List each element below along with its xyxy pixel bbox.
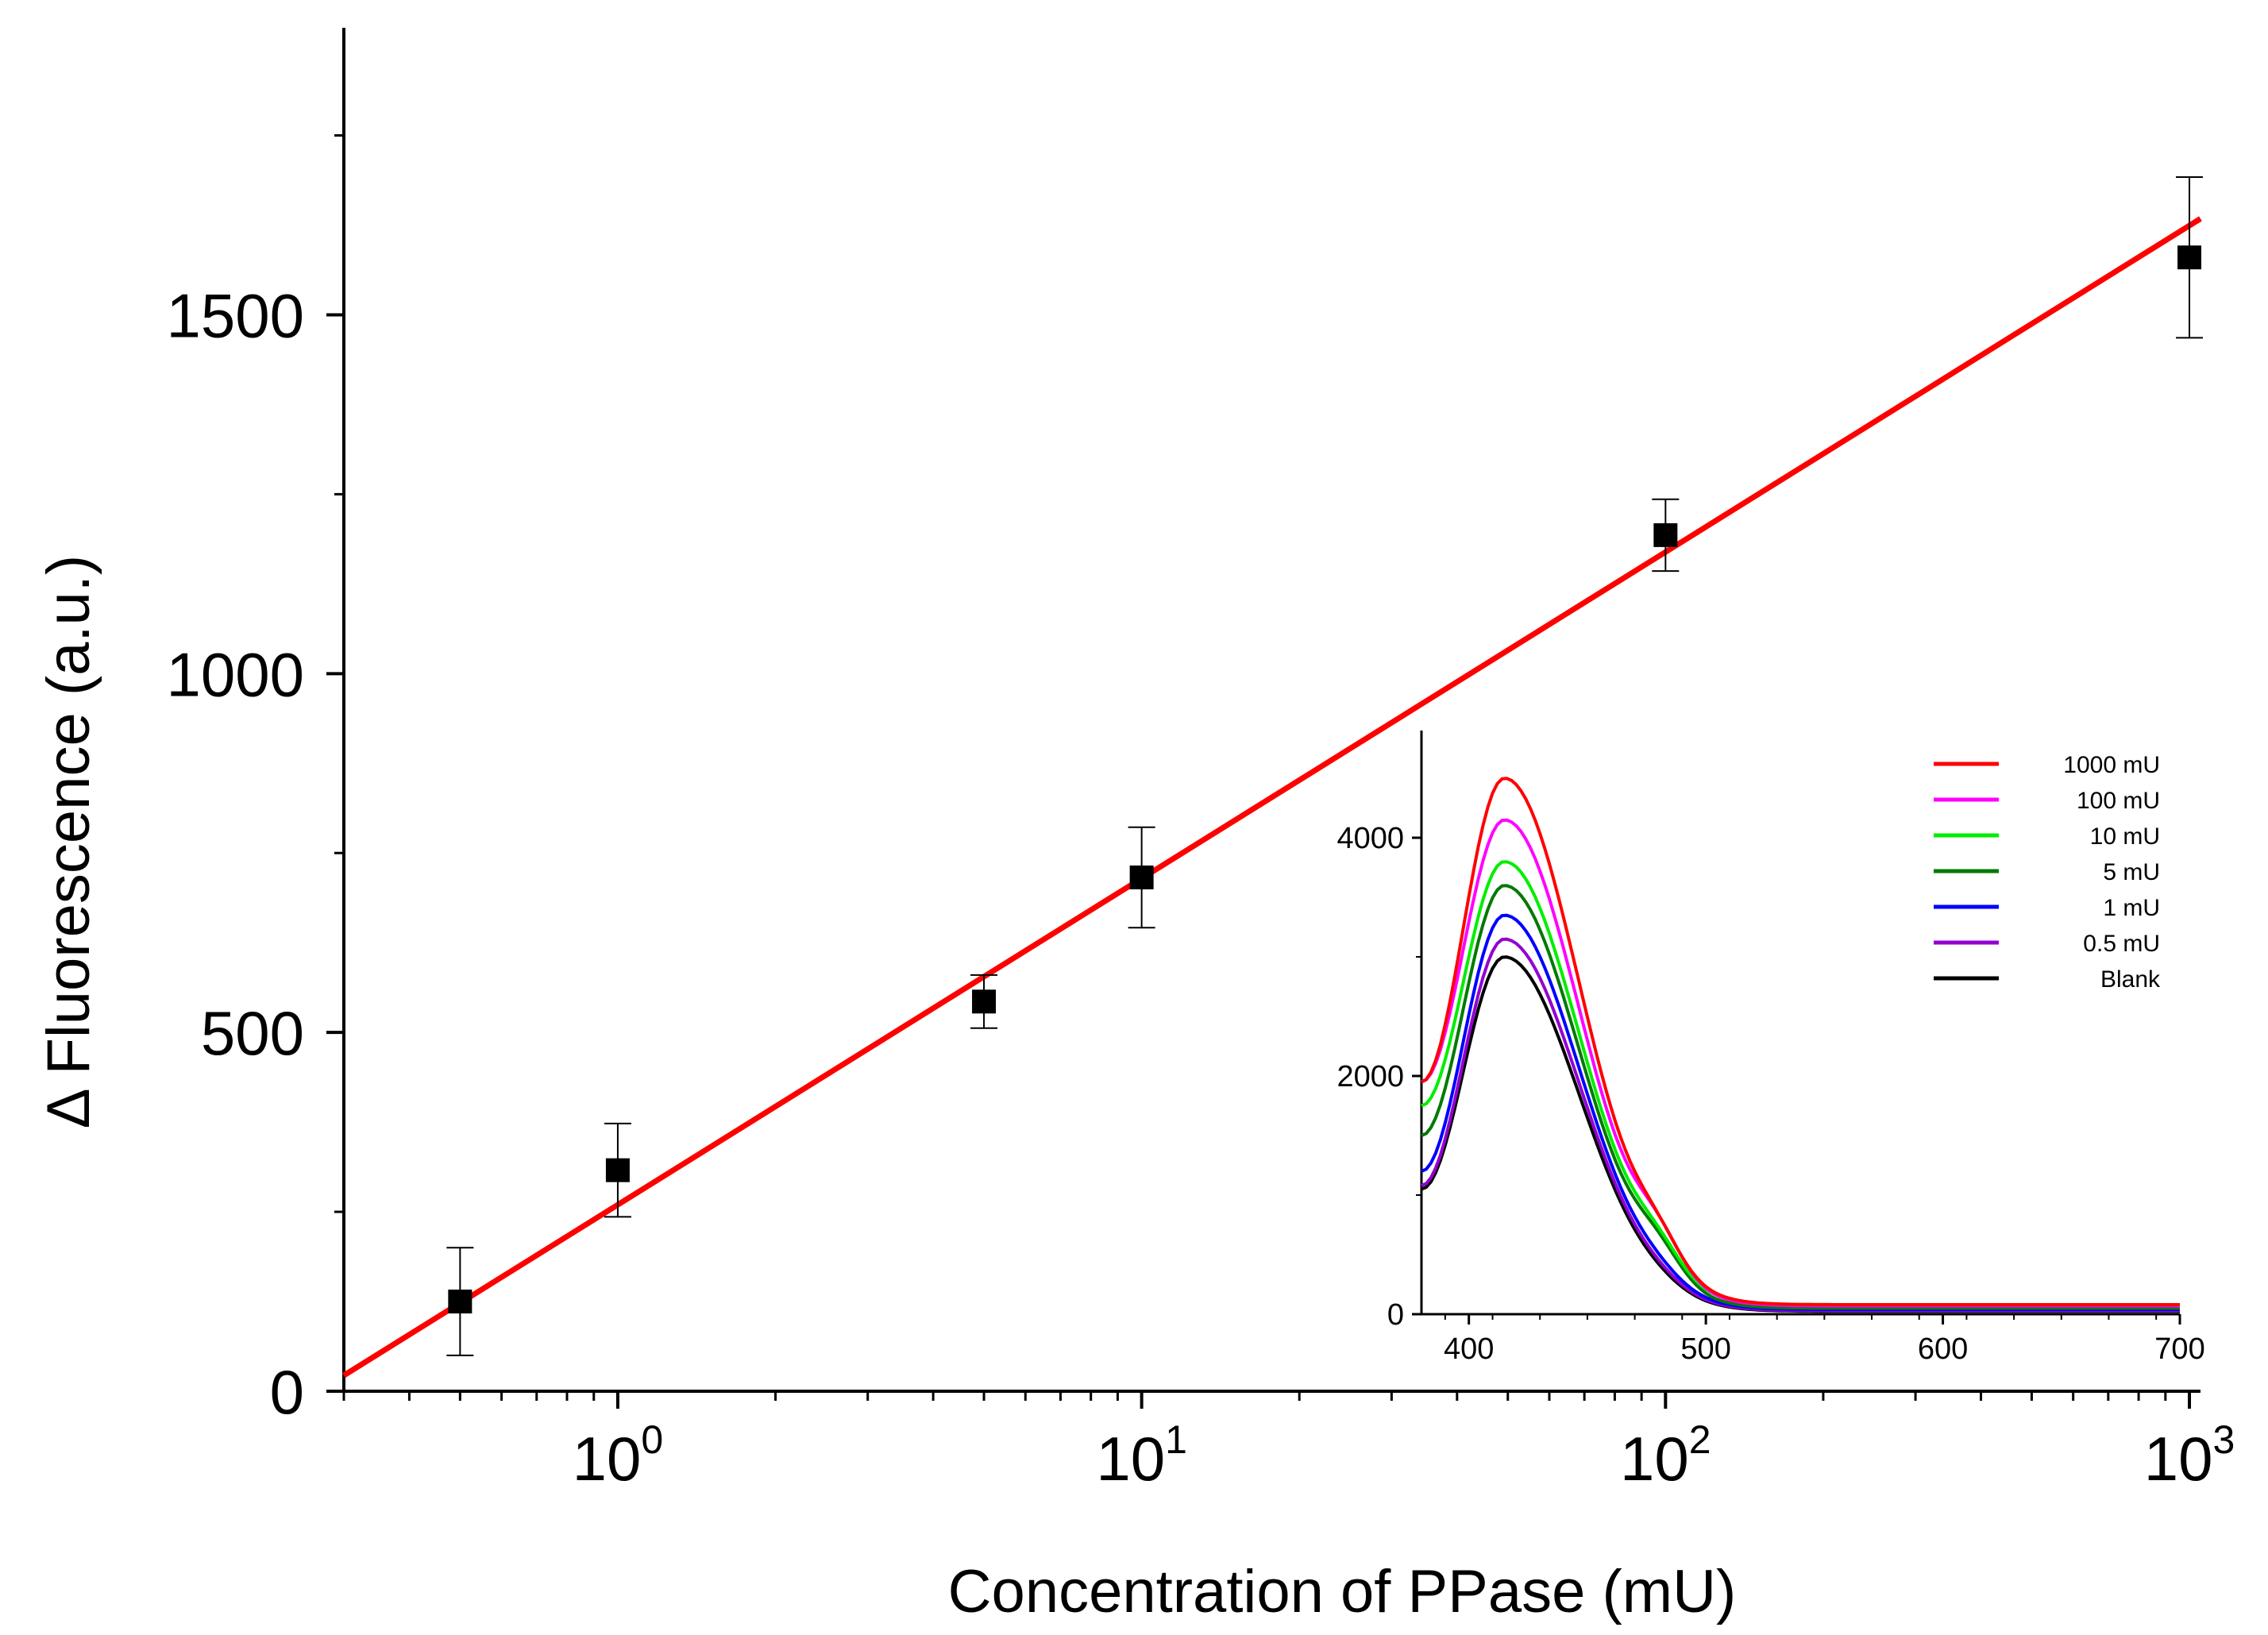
x-tick-label: 102 <box>1620 1417 1711 1494</box>
spectrum-line <box>1421 818 2180 1308</box>
y-tick-label: 1500 <box>166 280 304 350</box>
x-tick-label: 103 <box>2144 1417 2235 1494</box>
spectrum-line <box>1421 955 2180 1313</box>
legend-label: 5 mU <box>2103 859 2160 885</box>
legend-label: 1 mU <box>2103 895 2160 921</box>
y-tick-label: 1000 <box>166 639 304 709</box>
spectrum-line <box>1421 913 2180 1311</box>
y-tick-label: 0 <box>270 1357 304 1427</box>
legend-label: 1000 mU <box>2063 752 2160 778</box>
x-tick-label: 100 <box>573 1417 664 1494</box>
data-point <box>2177 245 2202 270</box>
spectrum-line <box>1421 860 2180 1306</box>
legend-label: Blank <box>2100 966 2161 993</box>
data-point <box>1653 523 1678 547</box>
main-plot: 0 500 1000 1500 100 101 102 103 <box>166 28 2235 1494</box>
inset-x-tick-label: 700 <box>2154 1332 2204 1366</box>
data-point <box>448 1290 472 1314</box>
y-tick-label: 500 <box>201 998 304 1068</box>
spectrum-line <box>1421 777 2180 1306</box>
spectrum-line <box>1421 884 2180 1310</box>
data-point <box>1129 865 1154 889</box>
linear-fit-line <box>342 216 2202 1379</box>
inset-x-tick-label: 500 <box>1680 1332 1730 1366</box>
y-axis-title: Δ Fluorescence (a.u.) <box>35 555 102 1128</box>
x-tick-label: 101 <box>1096 1417 1187 1494</box>
x-axis-title: Concentration of PPase (mU) <box>948 1558 1737 1625</box>
inset-plot: 0 2000 4000 400 500 600 700 1000 mU 100 mU 10 mU 5… <box>1336 731 2205 1366</box>
inset-x-tick-label: 600 <box>1918 1332 1968 1366</box>
legend-label: 100 mU <box>2077 788 2160 814</box>
legend-label: 0.5 mU <box>2083 931 2160 957</box>
data-point <box>605 1158 630 1182</box>
inset-y-tick-label: 0 <box>1387 1298 1404 1332</box>
data-point <box>972 989 997 1014</box>
inset-y-tick-label: 2000 <box>1336 1060 1404 1093</box>
spectrum-line <box>1421 937 2180 1313</box>
legend-label: 10 mU <box>2090 823 2160 850</box>
inset-y-tick-label: 4000 <box>1336 822 1404 855</box>
inset-x-tick-label: 400 <box>1444 1332 1494 1366</box>
